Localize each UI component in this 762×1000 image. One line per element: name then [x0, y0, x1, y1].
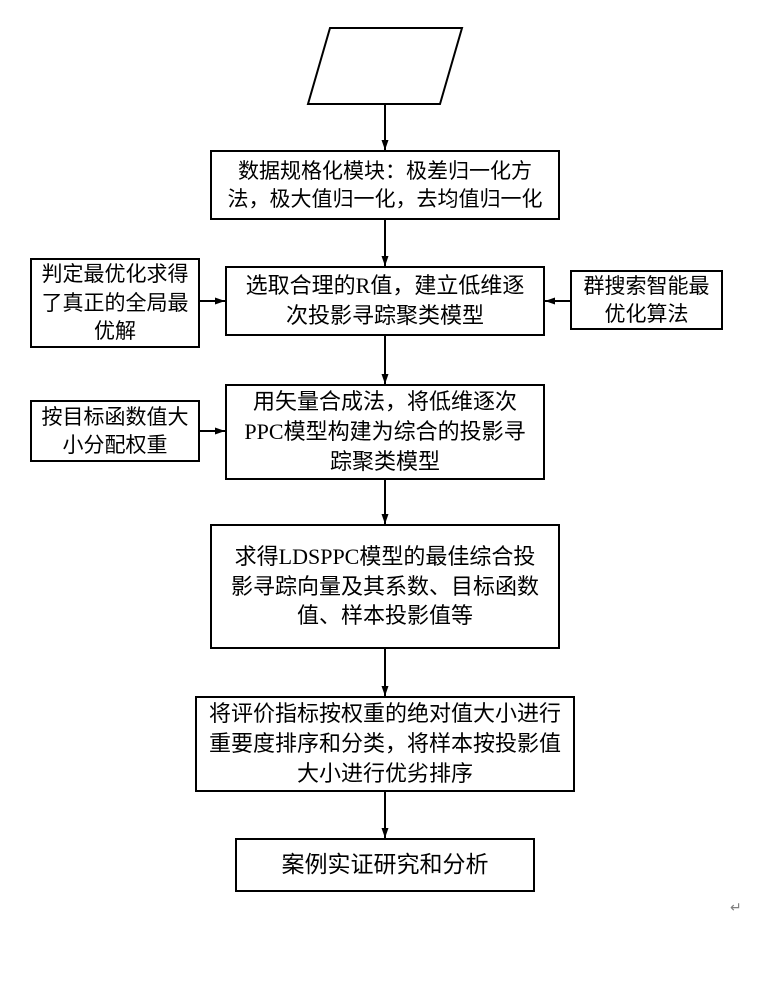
ldsppc-step: 求得LDSPPC模型的最佳综合投影寻踪向量及其系数、目标函数值、样本投影值等 — [210, 524, 560, 649]
case-study-label: 案例实证研究和分析 — [282, 849, 489, 880]
vector-merge-step: 用矢量合成法，将低维逐次PPC模型构建为综合的投影寻踪聚类模型 — [225, 384, 545, 480]
swarm-label: 群搜索智能最优化算法 — [578, 272, 715, 329]
rank-step: 将评价指标按权重的绝对值大小进行重要度排序和分类，将样本按投影值大小进行优劣排序 — [195, 696, 575, 792]
ldsppc-label: 求得LDSPPC模型的最佳综合投影寻踪向量及其系数、目标函数值、样本投影值等 — [228, 542, 542, 631]
weight-alloc-step: 按目标函数值大小分配权重 — [30, 400, 200, 462]
select-r-label: 选取合理的R值，建立低维逐次投影寻踪聚类模型 — [237, 271, 533, 330]
weight-alloc-label: 按目标函数值大小分配权重 — [38, 403, 192, 460]
rank-label: 将评价指标按权重的绝对值大小进行重要度排序和分类，将样本按投影值大小进行优劣排序 — [209, 699, 561, 788]
start-step: 读入样 本数据 — [308, 28, 462, 104]
footnote-mark: ↵ — [730, 900, 742, 917]
global-opt-label: 判定最优化求得了真正的全局最优解 — [38, 260, 192, 345]
select-r-step: 选取合理的R值，建立低维逐次投影寻踪聚类模型 — [225, 266, 545, 336]
start-label: 读入样 本数据 — [352, 34, 418, 98]
vector-merge-label: 用矢量合成法，将低维逐次PPC模型构建为综合的投影寻踪聚类模型 — [237, 387, 533, 476]
normalize-label: 数据规格化模块：极差归一化方法，极大值归一化，去均值归一化 — [220, 157, 550, 214]
global-opt-step: 判定最优化求得了真正的全局最优解 — [30, 258, 200, 348]
case-study-step: 案例实证研究和分析 — [235, 838, 535, 892]
normalize-step: 数据规格化模块：极差归一化方法，极大值归一化，去均值归一化 — [210, 150, 560, 220]
swarm-step: 群搜索智能最优化算法 — [570, 270, 723, 330]
